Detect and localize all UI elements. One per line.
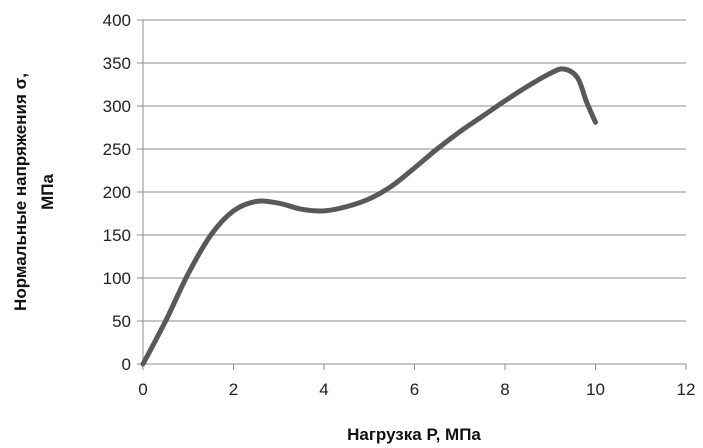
x-tick-label: 10 [586,380,605,399]
y-axis-title-line-2: МПа [38,174,57,210]
series-line-0 [140,66,598,367]
grid-lines [143,19,686,322]
x-tick-label: 2 [229,380,238,399]
axes [137,19,687,370]
x-tick-label: 4 [319,380,328,399]
y-tick-label: 400 [103,11,131,30]
y-tick-label: 150 [103,226,131,245]
y-tick-labels: 0 50 100 150 200 250 300 350 400 [103,11,131,374]
y-tick-label: 200 [103,183,131,202]
y-tick-label: 50 [112,312,131,331]
x-axis-title: Нагрузка P, МПа [347,425,481,444]
x-tick-label: 12 [677,380,696,399]
series-layer [140,66,598,367]
y-tick-label: 300 [103,97,131,116]
y-tick-label: 250 [103,140,131,159]
x-tick-labels: 0 2 4 6 8 10 12 [138,380,695,399]
x-tick-label: 6 [410,380,419,399]
x-tick-label: 0 [138,380,147,399]
y-tick-label: 100 [103,269,131,288]
y-tick-label: 350 [103,54,131,73]
y-axis-title-line-1: Нормальные напряжения σ, [11,73,30,311]
x-tick-label: 8 [500,380,509,399]
y-tick-label: 0 [122,355,131,374]
